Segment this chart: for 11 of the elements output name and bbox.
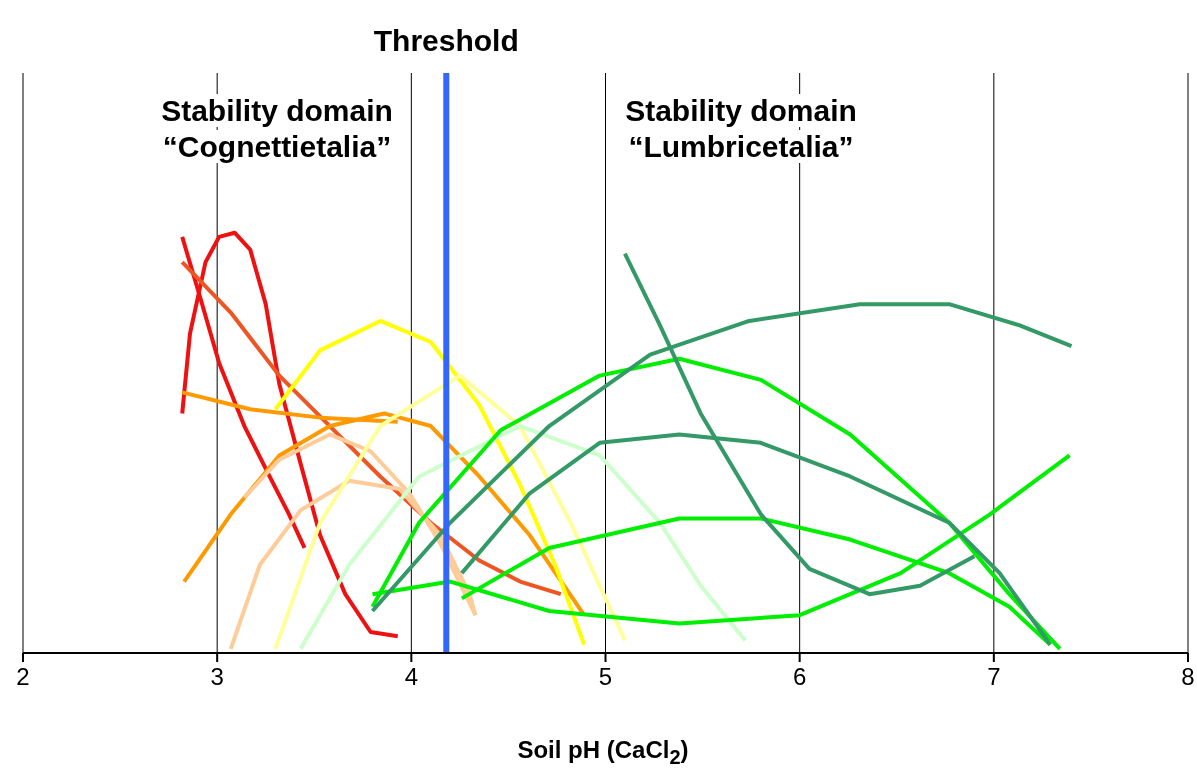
x-tick-label: 8 — [1181, 663, 1195, 691]
x-tick-label: 2 — [16, 663, 30, 691]
ref-line-label: Threshold — [373, 24, 519, 57]
text: Stability domain “Lumbricetalia” — [625, 94, 857, 163]
x-tick-label: 6 — [792, 663, 807, 691]
x-tick-label: 7 — [987, 663, 1001, 691]
text: Stability domain “Cognettietalia” — [161, 94, 393, 163]
x-tick-label: 3 — [210, 663, 224, 691]
x-tick-label: 4 — [404, 663, 419, 691]
x-tick-label: 5 — [598, 663, 613, 691]
x-axis-title: Soil pH (CaCl$_{2}$) — [516, 736, 690, 769]
